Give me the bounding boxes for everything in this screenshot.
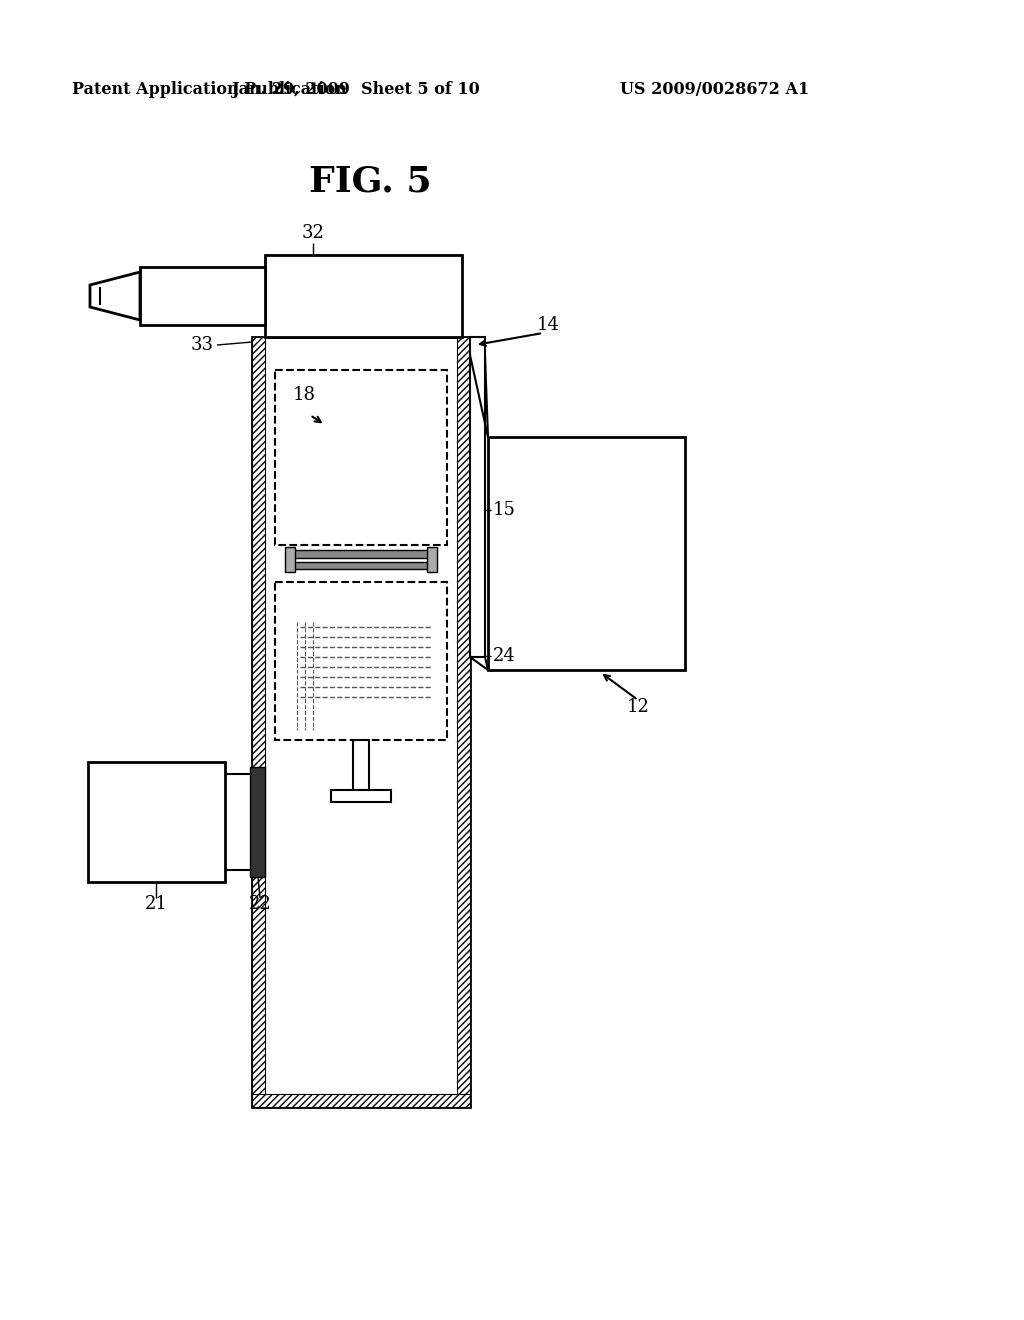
Bar <box>140 267 265 325</box>
Bar <box>265 255 462 337</box>
Text: FIG. 5: FIG. 5 <box>308 165 431 199</box>
Bar <box>275 582 447 741</box>
Bar <box>290 562 432 569</box>
Bar <box>252 337 470 1107</box>
Text: 33: 33 <box>191 337 214 354</box>
Bar <box>275 370 447 545</box>
Text: Jan. 29, 2009  Sheet 5 of 10: Jan. 29, 2009 Sheet 5 of 10 <box>230 82 479 99</box>
Text: 15: 15 <box>493 502 516 519</box>
Text: US 2009/0028672 A1: US 2009/0028672 A1 <box>620 82 809 99</box>
Text: 24: 24 <box>493 647 516 665</box>
Bar <box>252 1094 470 1107</box>
Bar <box>285 546 295 572</box>
Text: 18: 18 <box>293 385 316 404</box>
Polygon shape <box>90 272 140 319</box>
Bar <box>252 337 265 1107</box>
Text: 12: 12 <box>627 698 649 715</box>
Bar <box>470 337 485 657</box>
Bar <box>290 550 432 558</box>
Text: 32: 32 <box>301 224 325 242</box>
Bar <box>353 741 369 789</box>
Bar <box>488 437 685 671</box>
Bar <box>250 767 265 876</box>
Text: 22: 22 <box>249 895 271 913</box>
Bar <box>88 762 225 882</box>
Text: 14: 14 <box>537 315 559 334</box>
Bar <box>427 546 437 572</box>
Bar <box>457 337 470 1107</box>
Text: Patent Application Publication: Patent Application Publication <box>72 82 347 99</box>
Text: 21: 21 <box>144 895 168 913</box>
Bar <box>331 789 391 803</box>
